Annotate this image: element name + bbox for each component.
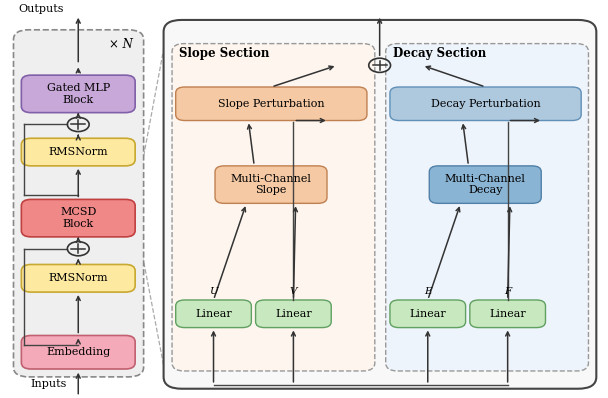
FancyBboxPatch shape (13, 30, 143, 377)
FancyBboxPatch shape (172, 44, 375, 371)
Text: Slope Section: Slope Section (179, 47, 270, 60)
Text: Linear: Linear (489, 309, 526, 319)
FancyBboxPatch shape (21, 265, 135, 292)
FancyBboxPatch shape (164, 20, 596, 389)
FancyBboxPatch shape (385, 44, 589, 371)
Text: Linear: Linear (195, 309, 232, 319)
FancyBboxPatch shape (429, 166, 541, 203)
FancyBboxPatch shape (21, 75, 135, 113)
Text: Multi-Channel
Slope: Multi-Channel Slope (230, 174, 311, 195)
Text: Outputs: Outputs (18, 4, 64, 14)
FancyBboxPatch shape (470, 300, 545, 328)
Text: Slope Perturbation: Slope Perturbation (218, 99, 325, 109)
Text: E: E (424, 287, 432, 296)
Text: MCSD
Block: MCSD Block (60, 207, 97, 229)
Text: F: F (504, 287, 511, 296)
FancyBboxPatch shape (215, 166, 327, 203)
Text: U: U (209, 287, 218, 296)
FancyBboxPatch shape (176, 87, 367, 121)
Text: Gated MLP
Block: Gated MLP Block (47, 83, 110, 105)
FancyBboxPatch shape (21, 138, 135, 166)
FancyBboxPatch shape (21, 336, 135, 369)
Text: Multi-Channel
Decay: Multi-Channel Decay (445, 174, 526, 195)
Text: Linear: Linear (409, 309, 446, 319)
FancyBboxPatch shape (390, 300, 466, 328)
Text: Inputs: Inputs (30, 379, 67, 389)
Text: Decay Perturbation: Decay Perturbation (430, 99, 541, 109)
Text: × N: × N (109, 39, 133, 51)
Text: RMSNorm: RMSNorm (49, 273, 108, 283)
Text: Embedding: Embedding (46, 347, 111, 357)
Text: Linear: Linear (275, 309, 312, 319)
Text: V: V (289, 287, 297, 296)
FancyBboxPatch shape (255, 300, 331, 328)
Text: RMSNorm: RMSNorm (49, 147, 108, 157)
Text: Decay Section: Decay Section (393, 47, 486, 60)
FancyBboxPatch shape (390, 87, 581, 121)
FancyBboxPatch shape (21, 199, 135, 237)
FancyBboxPatch shape (176, 300, 251, 328)
